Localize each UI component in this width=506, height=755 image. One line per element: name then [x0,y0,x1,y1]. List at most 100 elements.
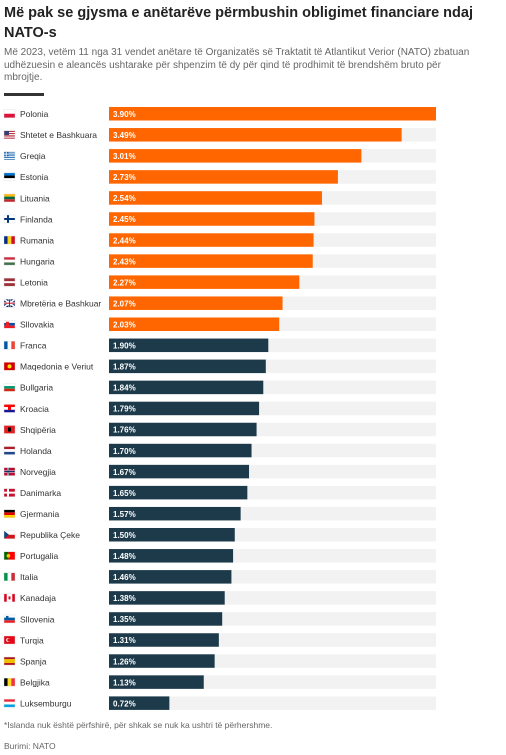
bar-15 [109,401,260,416]
category-label: Bullgaria [20,383,53,393]
category-label: Mbretëria e Bashkuar [20,299,101,309]
value-label: 1.26% [113,657,136,666]
bar-14 [109,380,264,395]
bar-9 [109,275,300,289]
value-label: 0.72% [113,699,136,708]
category-label: Hungaria [20,256,55,266]
category-label: Franca [20,341,47,351]
bar-12 [109,338,269,353]
bar-1 [109,107,436,121]
value-label: 1.84% [113,384,136,393]
flag-si-icon [3,614,16,624]
value-label: 2.44% [113,236,136,245]
category-label: Kanadaja [20,593,56,603]
category-label: Rumania [20,235,54,245]
flag-lv-icon [3,277,16,287]
bar-17 [109,443,252,458]
flag-al-icon [3,425,16,434]
value-label: 2.27% [113,278,136,287]
flag-be-icon [3,677,16,687]
value-label: 1.79% [113,405,136,414]
flag-es-icon [3,656,16,666]
flag-bg-icon [3,383,16,392]
value-label: 1.35% [113,615,136,624]
value-label: 3.01% [113,152,136,161]
bar-26 [109,633,219,647]
bar-6 [109,212,315,226]
category-label: Polonia [20,109,49,119]
footnote: *Islanda nuk është përfshirë, për shkak … [4,720,273,730]
value-label: 1.76% [113,426,136,435]
category-label: Gjermania [20,509,59,519]
bar-5 [109,191,322,205]
bar-13 [109,359,266,374]
value-label: 1.67% [113,468,136,477]
value-label: 1.50% [113,531,136,540]
category-label: Holanda [20,446,52,456]
category-label: Kroacia [20,404,49,414]
category-label: Luksemburgu [20,698,72,708]
bar-11 [109,317,280,331]
flag-hr-icon [3,404,16,413]
bar-23 [109,570,232,584]
title-divider [4,93,44,96]
bar-27 [109,654,215,668]
value-label: 3.90% [113,110,136,119]
category-label: Greqia [20,151,46,161]
bar-3 [109,149,362,163]
flag-gr-icon [3,151,16,161]
flag-fr-icon [3,341,16,350]
flag-hu-icon [3,256,16,266]
source-note: Burimi: NATO [4,741,56,751]
bar-4 [109,170,338,184]
value-label: 1.65% [113,489,136,498]
category-label: Shqipëria [20,425,56,435]
category-label: Spanja [20,656,47,666]
category-label: Portugalia [20,551,59,561]
flag-pt-icon [3,551,16,560]
category-label: Turqia [20,635,44,645]
bar-track [109,696,436,710]
category-label: Lituania [20,193,50,203]
flag-us-icon [3,130,16,139]
bar-2 [109,128,402,142]
value-label: 1.57% [113,510,136,519]
category-label: Shtetet e Bashkuara [20,130,97,140]
category-label: Sllovakia [20,320,54,330]
category-label: Danimarka [20,488,61,498]
bar-10 [109,296,283,310]
value-label: 2.54% [113,194,136,203]
value-label: 1.90% [113,342,136,351]
flag-de-icon [3,509,16,518]
category-label: Norvegjia [20,467,56,477]
value-label: 2.73% [113,173,136,182]
bar-28 [109,675,204,689]
category-label: Sllovenia [20,614,55,624]
bar-19 [109,485,248,500]
flag-cz-icon [3,530,16,539]
flag-ca-icon [3,593,16,603]
flag-tr-icon [3,635,16,645]
flag-pl-icon [3,109,16,118]
bar-7 [109,233,314,247]
bar-24 [109,591,225,605]
flag-nl-icon [3,446,16,455]
value-label: 1.46% [113,573,136,582]
flag-fi-icon [3,214,16,224]
category-label: Finlanda [20,214,53,224]
value-label: 1.48% [113,552,136,561]
flag-mk-icon [3,362,16,371]
bar-chart: Polonia 3.90% Shtetet e Bashkuara 3.49% Greq… [3,107,436,710]
value-label: 1.38% [113,594,136,603]
category-label: Republika Çeke [20,530,80,540]
value-label: 1.70% [113,447,136,456]
value-label: 3.49% [113,131,136,140]
flag-no-icon [3,467,16,476]
category-label: Italia [20,572,38,582]
value-label: 1.31% [113,636,136,645]
bar-18 [109,464,250,479]
category-label: Estonia [20,172,49,182]
category-label: Belgjika [20,677,50,687]
bar-22 [109,549,234,563]
flag-dk-icon [3,488,16,497]
